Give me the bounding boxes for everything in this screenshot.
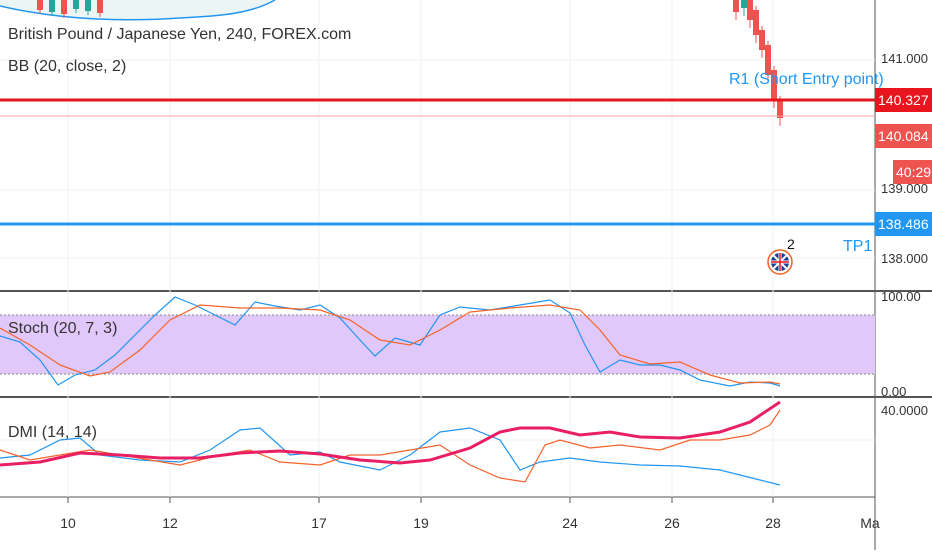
bollinger-band: [0, 0, 276, 21]
tp1-annotation[interactable]: TP1: [843, 238, 873, 255]
dmi-lines: [0, 400, 781, 486]
r1-annotation[interactable]: R1 (Short Entry point): [729, 71, 884, 88]
uk-flag-event-icon[interactable]: [767, 249, 793, 275]
bb-indicator-label[interactable]: BB (20, close, 2): [8, 58, 127, 75]
candle-body: [765, 45, 771, 75]
dmi-minus-line: [0, 409, 781, 483]
price-tick-141: 141.000: [881, 51, 928, 66]
date-10: 10: [60, 515, 76, 531]
candle-body: [73, 0, 79, 9]
date-12: 12: [162, 515, 178, 531]
candle-body: [741, 0, 747, 8]
candle-body: [85, 0, 91, 11]
price-tick-138: 138.000: [881, 251, 928, 266]
event-count: 2: [787, 236, 795, 252]
date-26: 26: [664, 515, 680, 531]
candle-body: [777, 100, 783, 118]
stoch-k-line: [0, 296, 781, 387]
stoch-band: [0, 315, 875, 374]
candle-body: [97, 0, 103, 13]
candles: [37, 0, 783, 126]
adx-line: [0, 400, 781, 467]
dmi-indicator-label[interactable]: DMI (14, 14): [8, 424, 97, 441]
date-28: 28: [765, 515, 781, 531]
symbol-title: British Pound / Japanese Yen, 240, FOREX…: [8, 26, 352, 43]
candle-body: [49, 0, 55, 12]
current-price-tag: 140.084: [875, 124, 932, 148]
stoch-d-line: [0, 304, 781, 385]
stoch-axis-bottom: 0.00: [881, 384, 907, 399]
date-17: 17: [311, 515, 327, 531]
candle-body: [37, 0, 43, 10]
candle-body: [753, 10, 759, 35]
candle-body: [747, 0, 753, 20]
stoch-axis-top: 100.00: [881, 289, 921, 304]
candle-body: [771, 70, 777, 100]
date-ma: Ma: [860, 515, 880, 531]
candle-body: [61, 0, 67, 14]
tp1-price-tag: 138.486: [875, 212, 932, 236]
countdown-tag: 40:29: [893, 160, 932, 184]
stoch-indicator-label[interactable]: Stoch (20, 7, 3): [8, 320, 118, 337]
stoch-lines: [0, 296, 781, 387]
date-24: 24: [562, 515, 578, 531]
bb-fill: [0, 0, 275, 20]
date-19: 19: [413, 515, 429, 531]
bb-upper: [0, 0, 276, 21]
dmi-plus-line: [0, 427, 781, 486]
candle-body: [759, 30, 765, 50]
price-tick-139: 139.000: [881, 181, 928, 196]
r1-price-tag: 140.327: [875, 88, 932, 112]
candle-body: [733, 0, 739, 12]
dmi-axis-value: 40.0000: [881, 403, 928, 418]
